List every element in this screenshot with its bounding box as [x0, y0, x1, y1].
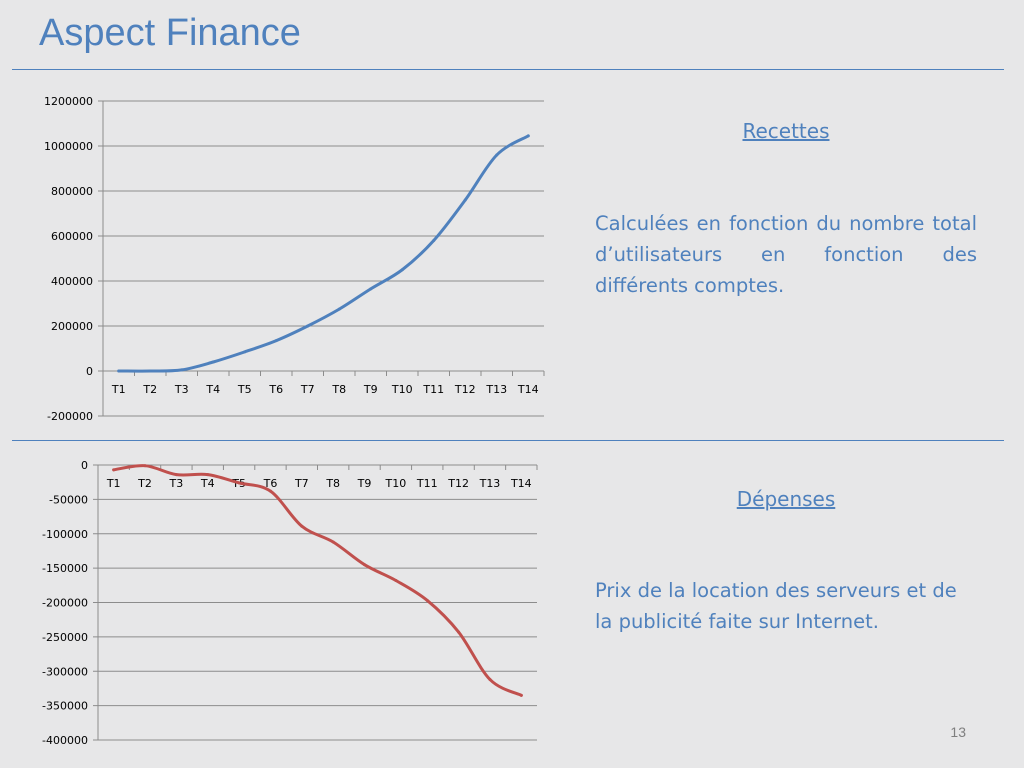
- data-point: [306, 324, 310, 328]
- x-tick-label: T8: [331, 383, 346, 396]
- page-number: 13: [950, 724, 966, 740]
- y-tick-label: -200000: [47, 410, 93, 423]
- depenses-heading: Dépenses: [736, 487, 836, 511]
- data-point: [369, 287, 373, 291]
- data-point: [363, 563, 367, 567]
- data-point: [143, 464, 147, 468]
- data-point: [394, 579, 398, 582]
- x-tick-label: T11: [422, 383, 444, 396]
- y-tick-label: 0: [86, 365, 93, 378]
- y-tick-label: -400000: [42, 734, 88, 747]
- revenue-chart: -200000 0 200000 400000 600000 800000 1000000 1…: [0, 80, 560, 435]
- data-point: [148, 369, 152, 373]
- x-tick-label: T13: [479, 477, 501, 490]
- data-point: [432, 239, 436, 242]
- y-tick-label: -250000: [42, 631, 88, 644]
- data-point: [237, 481, 241, 485]
- data-point: [337, 307, 341, 311]
- y-tick-label: 1000000: [44, 140, 93, 153]
- data-point: [268, 489, 272, 493]
- y-tick-label: -150000: [42, 562, 88, 575]
- y-tick-label: -100000: [42, 528, 88, 541]
- recettes-heading: Recettes: [742, 119, 830, 143]
- data-point: [526, 134, 530, 138]
- y-tick-label: 200000: [51, 320, 93, 333]
- y-tick-label: 400000: [51, 275, 93, 288]
- x-tick-label: T4: [200, 477, 215, 490]
- x-tick-label: T7: [300, 383, 315, 396]
- x-tick-label: T1: [111, 383, 126, 396]
- x-tick-label: T6: [263, 477, 278, 490]
- x-tick-label: T14: [517, 383, 539, 396]
- data-point: [425, 598, 429, 602]
- data-point: [457, 630, 461, 634]
- x-tick-label: T4: [205, 383, 220, 396]
- data-point: [274, 339, 278, 343]
- x-tick-label: T13: [485, 383, 507, 396]
- x-tick-label: T14: [510, 477, 532, 490]
- middle-divider: [12, 440, 1004, 441]
- data-point: [243, 350, 247, 354]
- data-point: [300, 524, 304, 528]
- data-point: [331, 540, 335, 544]
- y-tick-label: -350000: [42, 700, 88, 713]
- x-tick-label: T1: [106, 477, 121, 490]
- data-point: [206, 473, 210, 477]
- recettes-description: Calculées en fonction du nombre total d’…: [595, 212, 977, 297]
- data-point: [174, 473, 178, 477]
- data-point: [117, 369, 121, 373]
- y-tick-label: -300000: [42, 665, 88, 678]
- top-divider: [12, 69, 1004, 70]
- x-tick-label: T10: [391, 383, 413, 396]
- depenses-description: Prix de la location des serveurs et de l…: [595, 579, 957, 633]
- expenses-chart: -400000 -350000 -300000 -250000 -200000 -1500…: [0, 450, 560, 755]
- y-tick-label: 600000: [51, 230, 93, 243]
- x-tick-label: T12: [454, 383, 476, 396]
- y-tick-label: 1200000: [44, 95, 93, 108]
- x-tick-label: T3: [169, 477, 184, 490]
- x-tick-label: T12: [447, 477, 469, 490]
- x-tick-label: T6: [268, 383, 283, 396]
- data-point: [463, 198, 467, 202]
- data-point: [180, 368, 184, 372]
- data-point: [211, 360, 215, 364]
- y-tick-label: -200000: [42, 597, 88, 610]
- x-tick-label: T11: [416, 477, 438, 490]
- x-tick-label: T5: [237, 383, 252, 396]
- x-tick-label: T10: [385, 477, 407, 490]
- data-point: [400, 268, 404, 272]
- data-point: [519, 693, 523, 697]
- y-tick-label: 0: [81, 459, 88, 472]
- x-tick-label: T2: [137, 477, 152, 490]
- data-point: [488, 678, 492, 681]
- x-tick-label: T8: [325, 477, 340, 490]
- series-line: [117, 134, 530, 373]
- y-tick-label: -50000: [49, 493, 88, 506]
- data-point: [112, 468, 116, 472]
- slide-title: Aspect Finance: [39, 12, 301, 54]
- series-line: [112, 464, 523, 697]
- x-tick-label: T7: [294, 477, 309, 490]
- x-tick-label: T9: [363, 383, 378, 396]
- x-tick-label: T2: [142, 383, 157, 396]
- x-tick-label: T3: [174, 383, 189, 396]
- x-tick-label: T9: [357, 477, 372, 490]
- data-point: [495, 153, 499, 157]
- y-tick-label: 800000: [51, 185, 93, 198]
